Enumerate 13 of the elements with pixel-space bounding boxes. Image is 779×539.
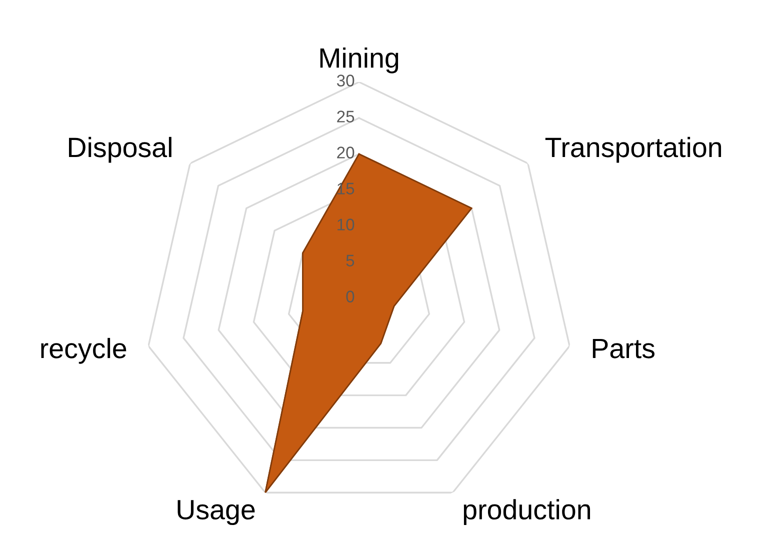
spoke-label: production (464, 499, 590, 526)
y-tick-label: 5 (346, 254, 354, 266)
spoke-label: Disposal (68, 136, 172, 163)
y-tick-label: 20 (337, 146, 354, 158)
spoke-label: recycle (41, 338, 126, 364)
spoke-label: Parts (592, 338, 654, 358)
y-tick-label: 0 (346, 290, 354, 302)
y-tick-label: 10 (338, 218, 354, 230)
spoke-label: Usage (178, 500, 255, 526)
y-tick-label: 30 (336, 74, 354, 86)
spoke-label: Mining (320, 47, 398, 74)
spoke-label: Transportation (545, 136, 722, 163)
y-tick-label: 25 (337, 110, 354, 122)
